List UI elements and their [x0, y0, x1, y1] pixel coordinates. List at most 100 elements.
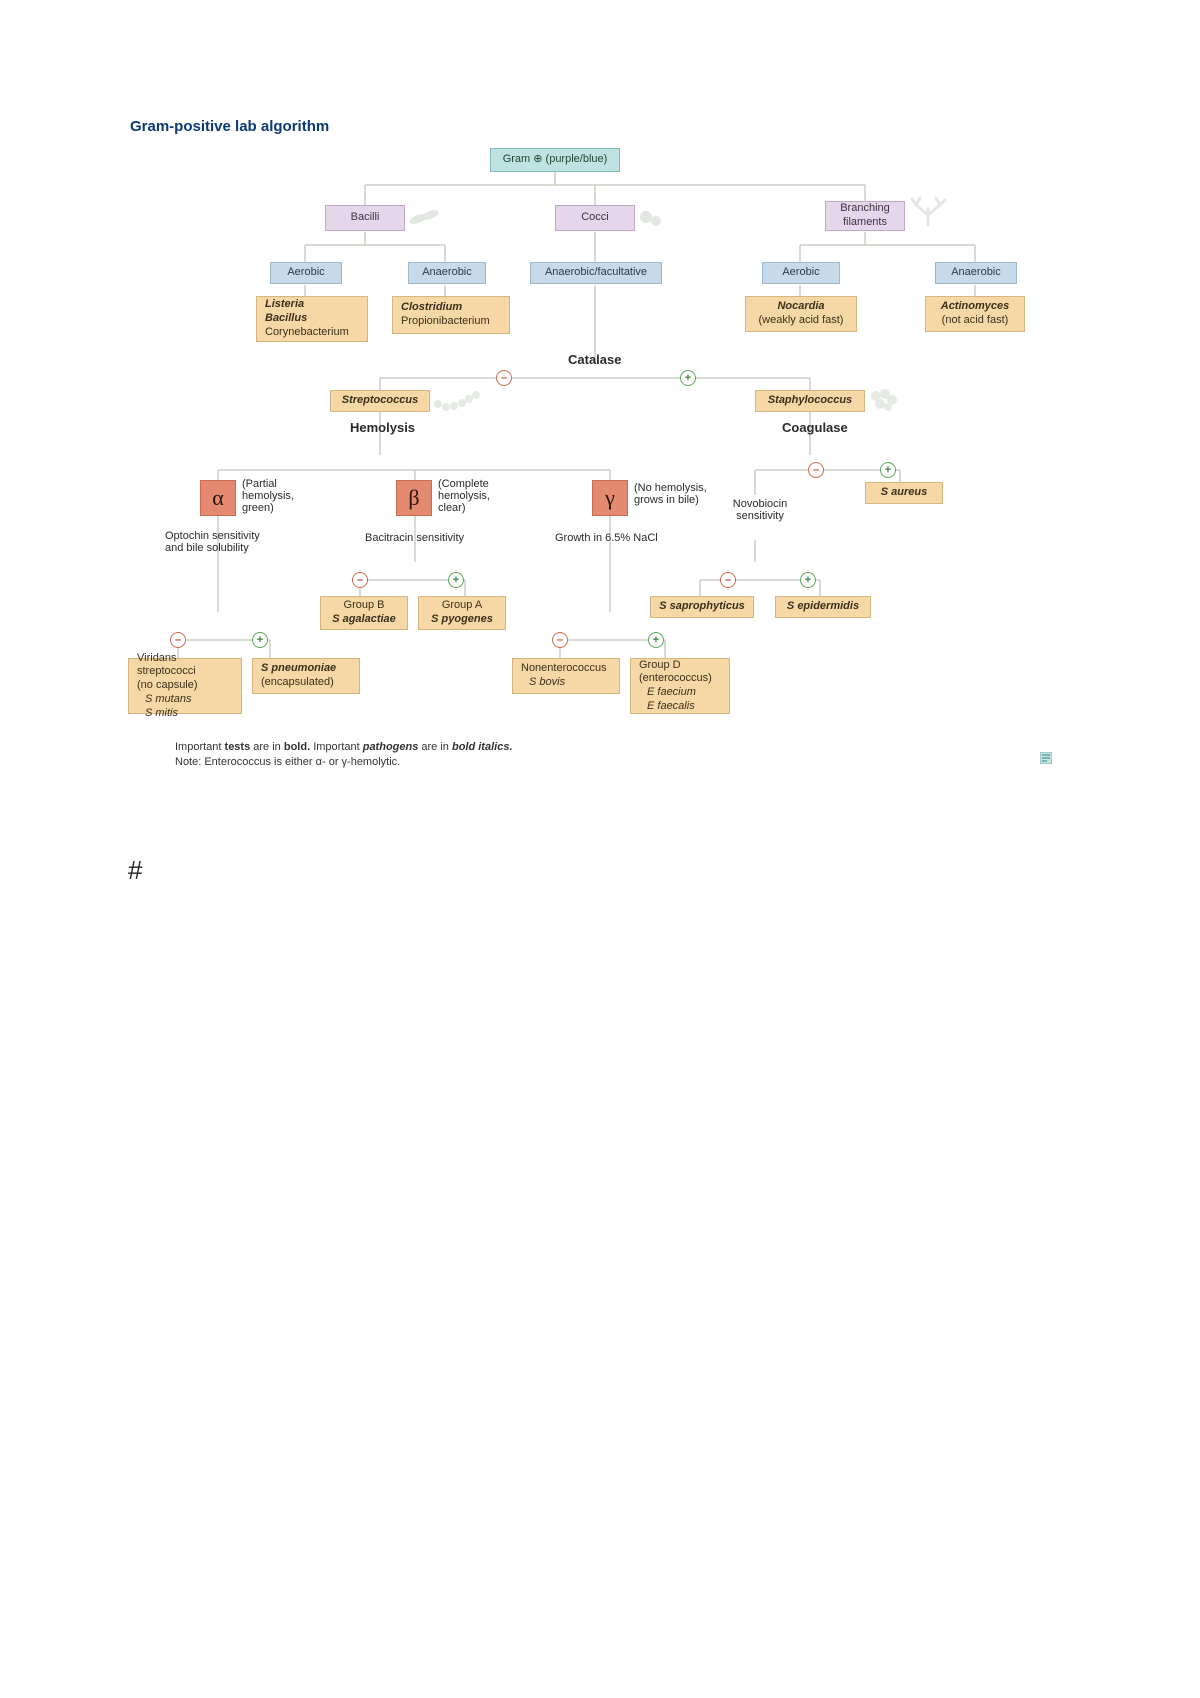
- t: Group A: [442, 599, 482, 613]
- node-bacilli: Bacilli: [325, 205, 405, 231]
- t: Staphylococcus: [768, 394, 852, 406]
- nacl-plus-icon: +: [648, 632, 664, 648]
- node-label: Branching filaments: [840, 202, 890, 230]
- t: (no capsule): [137, 679, 198, 693]
- node-label: Bacilli: [351, 211, 380, 225]
- cocci-icon: [638, 207, 668, 229]
- t: S agalactiae: [332, 613, 396, 625]
- t: Group D: [639, 659, 681, 673]
- t: γ: [605, 484, 615, 512]
- node-label: Aerobic: [287, 266, 324, 280]
- t: Propionibacterium: [401, 315, 490, 329]
- t: (not acid fast): [942, 314, 1009, 328]
- alpha-desc: (Partial hemolysis, green): [242, 478, 294, 514]
- leaf-s-aureus: S aureus: [865, 482, 943, 504]
- leaf-nocardia: Nocardia (weakly acid fast): [745, 296, 857, 332]
- leaf-group-a: Group A S pyogenes: [418, 596, 506, 630]
- strep-chain-icon: [432, 390, 484, 414]
- t: E faecalis: [639, 700, 695, 714]
- t: S epidermidis: [787, 600, 859, 612]
- gamma-desc: (No hemolysis, grows in bile): [634, 482, 707, 506]
- nacl-minus-icon: –: [552, 632, 568, 648]
- t: Nonenterococcus: [521, 662, 607, 676]
- coagulase-plus-icon: +: [880, 462, 896, 478]
- t: Note: Enterococcus is either α- or γ-hem…: [175, 756, 400, 768]
- page: { "title": "Gram-positive lab algorithm"…: [0, 0, 1200, 1698]
- node-alpha: α: [200, 480, 236, 516]
- t: Nocardia: [777, 300, 824, 314]
- staph-cluster-icon: [868, 386, 902, 414]
- t: Viridans streptococci: [137, 652, 233, 680]
- node-cocci-anaerobic-facultative: Anaerobic/facultative: [530, 262, 662, 284]
- node-bacilli-anaerobic: Anaerobic: [408, 262, 486, 284]
- t: pathogens: [363, 741, 419, 753]
- leaf-viridans: Viridans streptococci (no capsule) S mut…: [128, 658, 242, 714]
- t: bold.: [284, 741, 310, 753]
- t: Listeria: [265, 298, 304, 312]
- test-optochin: Optochin sensitivity and bile solubility: [165, 530, 260, 554]
- leaf-actinomyces: Actinomyces (not acid fast): [925, 296, 1025, 332]
- test-nacl: Growth in 6.5% NaCl: [555, 532, 658, 544]
- test-catalase: Catalase: [568, 352, 621, 367]
- bacitracin-plus-icon: +: [448, 572, 464, 588]
- leaf-clostridium-propioni: Clostridium Propionibacterium: [392, 296, 510, 334]
- node-branch-anaerobic: Anaerobic: [935, 262, 1017, 284]
- t: Group B: [344, 599, 385, 613]
- node-gamma: γ: [592, 480, 628, 516]
- node-label: Gram ⊕ (purple/blue): [503, 153, 608, 167]
- test-bacitracin: Bacitracin sensitivity: [365, 532, 464, 544]
- t: are in: [418, 741, 452, 753]
- footnote: Important tests are in bold. Important p…: [175, 740, 513, 770]
- branching-icon: [908, 195, 948, 231]
- t: (encapsulated): [261, 676, 334, 690]
- leaf-s-epidermidis: S epidermidis: [775, 596, 871, 618]
- optochin-minus-icon: –: [170, 632, 186, 648]
- node-cocci: Cocci: [555, 205, 635, 231]
- t: (weakly acid fast): [759, 314, 844, 328]
- t: S mitis: [137, 707, 178, 721]
- node-label: Anaerobic: [422, 266, 472, 280]
- t: β: [408, 484, 419, 512]
- leaf-nonenterococcus: Nonenterococcus S bovis: [512, 658, 620, 694]
- test-novobiocin: Novobiocin sensitivity: [725, 498, 795, 522]
- t: Streptococcus: [342, 394, 418, 406]
- test-coagulase: Coagulase: [782, 420, 848, 435]
- catalase-plus-icon: +: [680, 370, 696, 386]
- leaf-s-pneumoniae: S pneumoniae (encapsulated): [252, 658, 360, 694]
- t: Important: [175, 741, 225, 753]
- leaf-s-saprophyticus: S saprophyticus: [650, 596, 754, 618]
- t: Bacillus: [265, 312, 307, 326]
- t: Corynebacterium: [265, 326, 349, 340]
- node-branch-aerobic: Aerobic: [762, 262, 840, 284]
- beta-desc: (Complete hemolysis, clear): [438, 478, 490, 514]
- node-bacilli-aerobic: Aerobic: [270, 262, 342, 284]
- t: S saprophyticus: [659, 600, 745, 612]
- t: E faecium: [639, 686, 696, 700]
- novobiocin-minus-icon: –: [720, 572, 736, 588]
- novobiocin-plus-icon: +: [800, 572, 816, 588]
- t: are in: [250, 741, 284, 753]
- t: S bovis: [521, 676, 565, 690]
- bacilli-icon: [408, 205, 442, 231]
- node-label: Anaerobic/facultative: [545, 266, 647, 280]
- t: Important: [310, 741, 363, 753]
- t: S pyogenes: [431, 613, 493, 625]
- page-corner-icon: [1040, 752, 1052, 764]
- leaf-group-b: Group B S agalactiae: [320, 596, 408, 630]
- t: α: [212, 484, 224, 512]
- node-streptococcus: Streptococcus: [330, 390, 430, 412]
- catalase-minus-icon: –: [496, 370, 512, 386]
- node-gram-positive: Gram ⊕ (purple/blue): [490, 148, 620, 172]
- test-hemolysis: Hemolysis: [350, 420, 415, 435]
- t: S aureus: [881, 486, 927, 498]
- node-beta: β: [396, 480, 432, 516]
- node-branching-filaments: Branching filaments: [825, 201, 905, 231]
- node-label: Aerobic: [782, 266, 819, 280]
- node-label: Anaerobic: [951, 266, 1001, 280]
- t: Actinomyces: [941, 300, 1009, 314]
- t: S pneumoniae: [261, 662, 336, 674]
- t: (enterococcus): [639, 672, 712, 686]
- t: tests: [225, 741, 251, 753]
- node-label: Cocci: [581, 211, 609, 225]
- coagulase-minus-icon: –: [808, 462, 824, 478]
